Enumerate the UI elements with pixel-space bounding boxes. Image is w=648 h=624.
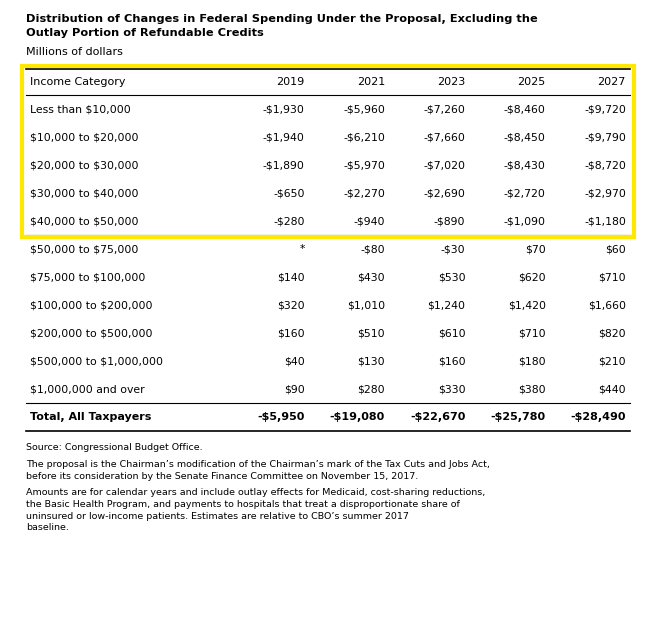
Text: \$160: \$160 bbox=[437, 356, 465, 366]
Text: \$75,000 to \$100,000: \$75,000 to \$100,000 bbox=[30, 272, 145, 282]
Text: Outlay Portion of Refundable Credits: Outlay Portion of Refundable Credits bbox=[26, 28, 264, 38]
Text: -\$8,450: -\$8,450 bbox=[503, 132, 546, 142]
Text: \$40: \$40 bbox=[284, 356, 305, 366]
Text: -\$9,790: -\$9,790 bbox=[584, 132, 626, 142]
Text: \$440: \$440 bbox=[598, 384, 626, 394]
Text: -\$1,930: -\$1,930 bbox=[263, 104, 305, 114]
Text: \$330: \$330 bbox=[437, 384, 465, 394]
Text: Total, All Taxpayers: Total, All Taxpayers bbox=[30, 412, 152, 422]
Text: -\$1,180: -\$1,180 bbox=[584, 216, 626, 226]
Text: \$820: \$820 bbox=[598, 328, 626, 338]
Text: -\$5,960: -\$5,960 bbox=[343, 104, 385, 114]
Text: \$200,000 to \$500,000: \$200,000 to \$500,000 bbox=[30, 328, 152, 338]
Text: -\$2,720: -\$2,720 bbox=[503, 188, 546, 198]
Text: \$380: \$380 bbox=[518, 384, 546, 394]
Text: 2023: 2023 bbox=[437, 77, 465, 87]
Text: \$710: \$710 bbox=[598, 272, 626, 282]
Text: \$140: \$140 bbox=[277, 272, 305, 282]
Text: \$20,000 to \$30,000: \$20,000 to \$30,000 bbox=[30, 160, 139, 170]
Text: \$70: \$70 bbox=[525, 244, 546, 254]
Text: 2025: 2025 bbox=[517, 77, 546, 87]
Text: -\$7,020: -\$7,020 bbox=[423, 160, 465, 170]
Text: Less than \$10,000: Less than \$10,000 bbox=[30, 104, 131, 114]
Text: \$10,000 to \$20,000: \$10,000 to \$20,000 bbox=[30, 132, 139, 142]
Text: \$60: \$60 bbox=[605, 244, 626, 254]
Text: -\$890: -\$890 bbox=[434, 216, 465, 226]
Text: -\$1,090: -\$1,090 bbox=[503, 216, 546, 226]
Text: -\$30: -\$30 bbox=[441, 244, 465, 254]
Text: \$500,000 to \$1,000,000: \$500,000 to \$1,000,000 bbox=[30, 356, 163, 366]
Text: -\$19,080: -\$19,080 bbox=[330, 412, 385, 422]
Text: \$30,000 to \$40,000: \$30,000 to \$40,000 bbox=[30, 188, 139, 198]
Text: -\$6,210: -\$6,210 bbox=[343, 132, 385, 142]
Text: \$1,000,000 and over: \$1,000,000 and over bbox=[30, 384, 145, 394]
Text: \$90: \$90 bbox=[284, 384, 305, 394]
Text: \$100,000 to \$200,000: \$100,000 to \$200,000 bbox=[30, 300, 152, 310]
Text: -\$2,270: -\$2,270 bbox=[343, 188, 385, 198]
Text: \$50,000 to \$75,000: \$50,000 to \$75,000 bbox=[30, 244, 139, 254]
Text: Millions of dollars: Millions of dollars bbox=[26, 47, 123, 57]
Text: -\$5,950: -\$5,950 bbox=[257, 412, 305, 422]
Text: 2027: 2027 bbox=[597, 77, 626, 87]
Text: Income Category: Income Category bbox=[30, 77, 126, 87]
Text: -\$8,720: -\$8,720 bbox=[584, 160, 626, 170]
Text: 2021: 2021 bbox=[357, 77, 385, 87]
Text: Distribution of Changes in Federal Spending Under the Proposal, Excluding the: Distribution of Changes in Federal Spend… bbox=[26, 14, 538, 24]
Text: -\$280: -\$280 bbox=[273, 216, 305, 226]
Text: \$1,420: \$1,420 bbox=[507, 300, 546, 310]
Text: -\$22,670: -\$22,670 bbox=[410, 412, 465, 422]
Text: -\$5,970: -\$5,970 bbox=[343, 160, 385, 170]
Text: *: * bbox=[299, 244, 305, 254]
Text: \$1,010: \$1,010 bbox=[347, 300, 385, 310]
Text: \$40,000 to \$50,000: \$40,000 to \$50,000 bbox=[30, 216, 139, 226]
Text: \$180: \$180 bbox=[518, 356, 546, 366]
Text: -\$8,460: -\$8,460 bbox=[503, 104, 546, 114]
Text: -\$1,940: -\$1,940 bbox=[263, 132, 305, 142]
Text: -\$28,490: -\$28,490 bbox=[570, 412, 626, 422]
Text: \$1,240: \$1,240 bbox=[427, 300, 465, 310]
Text: -\$940: -\$940 bbox=[354, 216, 385, 226]
Text: -\$1,890: -\$1,890 bbox=[263, 160, 305, 170]
Text: -\$7,260: -\$7,260 bbox=[423, 104, 465, 114]
Text: \$430: \$430 bbox=[358, 272, 385, 282]
Text: \$160: \$160 bbox=[277, 328, 305, 338]
Text: \$320: \$320 bbox=[277, 300, 305, 310]
Text: \$130: \$130 bbox=[358, 356, 385, 366]
Text: Amounts are for calendar years and include outlay effects for Medicaid, cost-sha: Amounts are for calendar years and inclu… bbox=[26, 488, 485, 532]
Bar bbox=[22, 66, 634, 237]
Text: -\$9,720: -\$9,720 bbox=[584, 104, 626, 114]
Text: Source: Congressional Budget Office.: Source: Congressional Budget Office. bbox=[26, 443, 203, 452]
Text: \$610: \$610 bbox=[437, 328, 465, 338]
Text: 2019: 2019 bbox=[277, 77, 305, 87]
Text: The proposal is the Chairman’s modification of the Chairman’s mark of the Tax Cu: The proposal is the Chairman’s modificat… bbox=[26, 460, 490, 481]
Text: \$280: \$280 bbox=[358, 384, 385, 394]
Text: -\$650: -\$650 bbox=[273, 188, 305, 198]
Text: \$530: \$530 bbox=[437, 272, 465, 282]
Text: \$620: \$620 bbox=[518, 272, 546, 282]
Text: \$510: \$510 bbox=[358, 328, 385, 338]
Text: -\$2,690: -\$2,690 bbox=[423, 188, 465, 198]
Text: -\$25,780: -\$25,780 bbox=[491, 412, 546, 422]
Text: \$710: \$710 bbox=[518, 328, 546, 338]
Text: \$210: \$210 bbox=[598, 356, 626, 366]
Text: -\$2,970: -\$2,970 bbox=[584, 188, 626, 198]
Text: -\$80: -\$80 bbox=[360, 244, 385, 254]
Text: -\$7,660: -\$7,660 bbox=[423, 132, 465, 142]
Text: \$1,660: \$1,660 bbox=[588, 300, 626, 310]
Text: -\$8,430: -\$8,430 bbox=[503, 160, 546, 170]
